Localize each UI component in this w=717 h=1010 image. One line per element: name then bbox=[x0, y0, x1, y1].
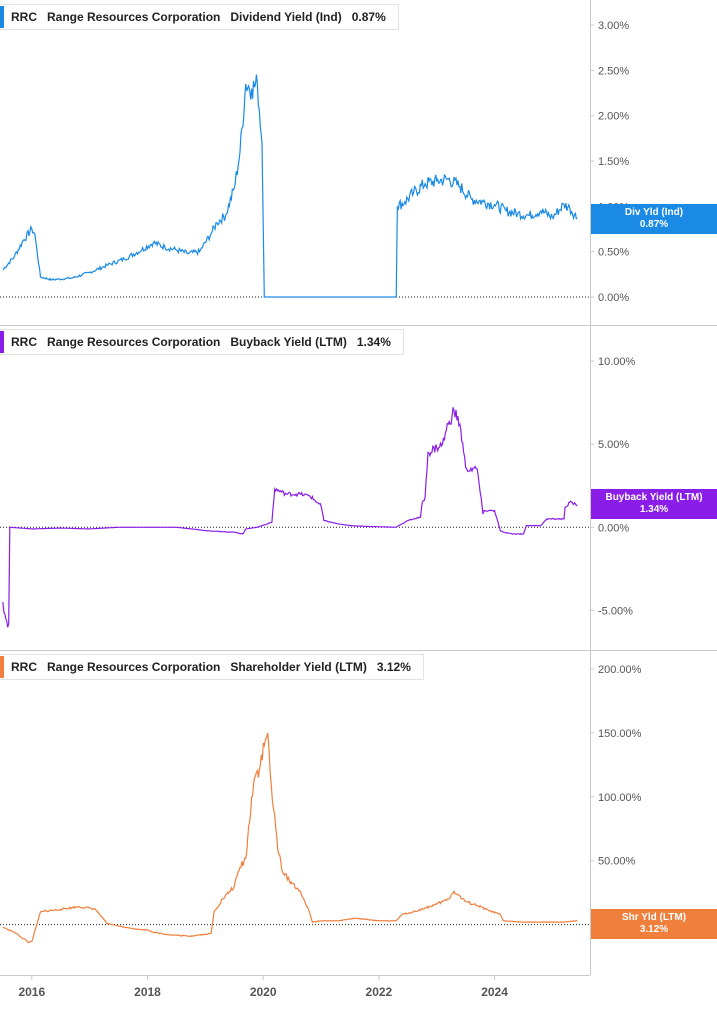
x-tick-label: 2024 bbox=[481, 985, 508, 999]
legend-ticker: RRC bbox=[11, 660, 37, 674]
y-tick-label: 150.00% bbox=[598, 728, 642, 740]
legend-company: Range Resources Corporation bbox=[47, 10, 221, 24]
flag-value: 1.34% bbox=[639, 504, 669, 515]
flag-value: 0.87% bbox=[639, 219, 669, 230]
y-tick-label: 2.50% bbox=[598, 65, 629, 77]
y-tick-label: 50.00% bbox=[598, 856, 636, 868]
legend-company: Range Resources Corporation bbox=[47, 660, 221, 674]
y-tick-label: 1.50% bbox=[598, 156, 629, 168]
x-tick-label: 2022 bbox=[366, 985, 393, 999]
legend-ticker: RRC bbox=[11, 10, 37, 24]
last-value-flag-buyback: Buyback Yield (LTM) 1.34% bbox=[591, 489, 717, 519]
series-line bbox=[2, 732, 578, 944]
y-tick-label: 0.00% bbox=[598, 522, 629, 534]
legend-value: 0.87% bbox=[351, 10, 386, 24]
legend-ticker: RRC bbox=[11, 335, 37, 349]
series-color-swatch bbox=[0, 6, 4, 28]
x-tick-label: 2016 bbox=[18, 985, 45, 999]
y-tick-label: 5.00% bbox=[598, 439, 629, 451]
series-color-swatch bbox=[0, 331, 4, 353]
flag-value: 3.12% bbox=[639, 924, 669, 935]
flag-label: Shr Yld (LTM) bbox=[621, 912, 687, 923]
legend-metric: Buyback Yield (LTM) bbox=[230, 335, 347, 349]
series-line bbox=[2, 407, 578, 628]
y-tick-label: 200.00% bbox=[598, 664, 642, 676]
y-tick-label: 0.00% bbox=[598, 292, 629, 304]
series-color-swatch bbox=[0, 656, 4, 678]
last-value-flag-dividend: Div Yld (Ind) 0.87% bbox=[591, 204, 717, 234]
y-tick-label: 3.00% bbox=[598, 20, 629, 32]
y-tick-label: 2.00% bbox=[598, 111, 629, 123]
legend-company: Range Resources Corporation bbox=[47, 335, 221, 349]
legend-value: 1.34% bbox=[356, 335, 391, 349]
legend-shareholder[interactable]: RRC Range Resources Corporation Sharehol… bbox=[0, 654, 424, 680]
legend-metric: Dividend Yield (Ind) bbox=[230, 10, 342, 24]
y-tick-label: 0.50% bbox=[598, 247, 629, 259]
last-value-flag-shareholder: Shr Yld (LTM) 3.12% bbox=[591, 909, 717, 939]
series-line bbox=[2, 74, 578, 298]
x-tick-label: 2018 bbox=[134, 985, 161, 999]
flag-label: Div Yld (Ind) bbox=[624, 207, 684, 218]
legend-buyback[interactable]: RRC Range Resources Corporation Buyback … bbox=[0, 329, 404, 355]
y-tick-label: 10.00% bbox=[598, 356, 636, 368]
flag-label: Buyback Yield (LTM) bbox=[605, 492, 703, 503]
y-tick-label: 100.00% bbox=[598, 792, 642, 804]
x-tick-label: 2020 bbox=[250, 985, 277, 999]
legend-value: 3.12% bbox=[376, 660, 411, 674]
legend-metric: Shareholder Yield (LTM) bbox=[230, 660, 367, 674]
y-tick-label: -5.00% bbox=[598, 605, 633, 617]
legend-dividend[interactable]: RRC Range Resources Corporation Dividend… bbox=[0, 4, 399, 30]
